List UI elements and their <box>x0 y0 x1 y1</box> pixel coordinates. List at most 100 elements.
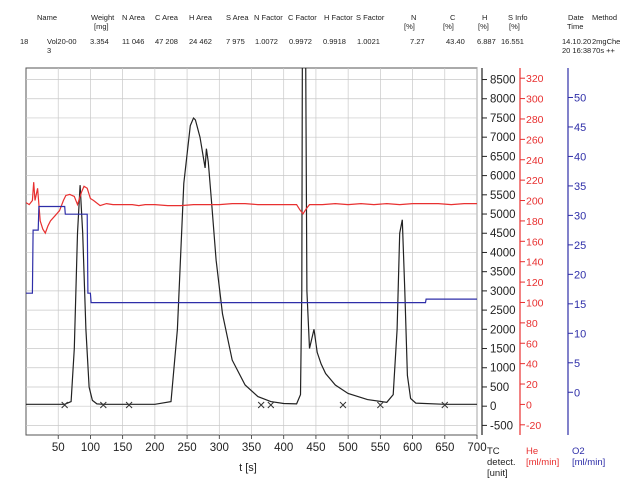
he-tick-label: 0 <box>526 399 532 411</box>
he-tick-label: -20 <box>526 420 541 432</box>
he-axis-title-line: [ml/min] <box>526 457 559 468</box>
o2-tick-label: 10 <box>574 328 586 340</box>
integration-marker <box>99 401 107 409</box>
table-header-cell-14: Date <box>568 13 584 22</box>
table-header-cell-3: C Area <box>155 13 178 22</box>
he-tick-label: 160 <box>526 236 544 248</box>
x-tick-label: 300 <box>210 442 229 454</box>
tcd-tick-label: 2000 <box>490 324 516 336</box>
grid <box>26 68 478 435</box>
x-tick-label: 500 <box>339 442 358 454</box>
tcd-tick-label: 6500 <box>490 151 516 163</box>
table-cell-1: Vol20-00 <box>47 37 77 46</box>
integration-marker <box>61 401 69 409</box>
o2-tick-label: 50 <box>574 92 586 104</box>
o2-tick-label: 20 <box>574 269 586 281</box>
table-cell-10: 1.0021 <box>357 37 380 46</box>
table-cell-7: 1.0072 <box>255 37 278 46</box>
x-tick-label: 550 <box>371 442 390 454</box>
integration-marker <box>125 401 133 409</box>
o2-tick-label: 35 <box>574 181 586 193</box>
he-tick-label: 100 <box>526 297 544 309</box>
table-header-cell-1: Weight <box>91 13 115 22</box>
tcd-tick-label: 2500 <box>490 305 516 317</box>
x-tick-label: 400 <box>274 442 293 454</box>
tcd-axis-title-line: [unit] <box>487 468 508 479</box>
tcd-tick-label: 3500 <box>490 267 516 279</box>
table-cell-13: 6.887 <box>477 37 496 46</box>
he-tick-label: 80 <box>526 318 538 330</box>
table-cell-wrap-2: 70s ++ <box>592 46 615 55</box>
axes-layer: 50 100 150 200 250 300 350 400 450 500 550 600 650 70… <box>52 68 605 479</box>
x-tick-label: 150 <box>113 442 132 454</box>
o2-tick-label: 0 <box>574 387 580 399</box>
table-cell-3: 11 046 <box>122 37 145 46</box>
tcd-axis-title-line: detect. <box>487 457 516 468</box>
tcd-tick-label: 4000 <box>490 247 516 259</box>
o2-tick-label: 40 <box>574 151 586 163</box>
tcd-tick-label: 8000 <box>490 94 516 106</box>
table-header-cell-4: H Area <box>189 13 212 22</box>
tcd-tick-label: 3000 <box>490 286 516 298</box>
x-tick-label: 200 <box>145 442 164 454</box>
series-layer <box>26 68 477 409</box>
table-header-cell-15: Method <box>592 13 618 22</box>
he-tick-label: 120 <box>526 277 544 289</box>
tcd-tick-label: 500 <box>490 382 509 394</box>
x-tick-label: 600 <box>403 442 422 454</box>
o2-tick-label: 45 <box>574 122 586 134</box>
he-tick-label: 180 <box>526 216 544 228</box>
table-unit-cell-1: [%] <box>404 22 415 31</box>
he-tick-label: 40 <box>526 359 538 371</box>
tcd-tick-label: 5000 <box>490 209 516 221</box>
x-tick-label: 450 <box>306 442 325 454</box>
he-tick-label: 320 <box>526 73 544 85</box>
table-cell-9: 0.9918 <box>323 37 346 46</box>
o2-tick-label: 25 <box>574 240 586 252</box>
table-cell-0: 18 <box>20 37 29 46</box>
x-tick-label: 700 <box>467 442 486 454</box>
table-header-cell-7: C Factor <box>288 13 317 22</box>
table-cell-12: 43.40 <box>446 37 465 46</box>
table-unit-cell-5: Time <box>567 22 584 31</box>
table-unit-cell-3: [%] <box>478 22 489 31</box>
he-tick-label: 280 <box>526 114 544 126</box>
tcd-tick-label: 1500 <box>490 344 516 356</box>
results-table: Name Weight N Area C Area H Area S Area N Fact… <box>0 0 622 56</box>
tcd-tick-label: 4500 <box>490 228 516 240</box>
x-tick-label: 100 <box>81 442 100 454</box>
integration-marker <box>267 401 275 409</box>
tcd-axis-title-line: TC <box>487 446 500 457</box>
o2-tick-label: 5 <box>574 358 580 370</box>
tcd-tick-label: 5500 <box>490 190 516 202</box>
table-cell-5: 24 462 <box>189 37 212 46</box>
o2-tick-label: 15 <box>574 299 586 311</box>
he-tick-label: 300 <box>526 94 544 106</box>
tcd-tick-label: 7500 <box>490 113 516 125</box>
he-tick-label: 20 <box>526 379 538 391</box>
table-unit-cell-4: [%] <box>509 22 520 31</box>
tcd-tick-label: 7000 <box>490 132 516 144</box>
table-header-cell-13: S Info <box>508 13 528 22</box>
table-header-cell-2: N Area <box>122 13 145 22</box>
x-tick-label: 50 <box>52 442 65 454</box>
tcd-tick-label: -500 <box>490 420 513 432</box>
table-cell-6: 7 975 <box>226 37 245 46</box>
he-axis-title: He [ml/min] <box>526 446 559 468</box>
x-tick-label: 650 <box>435 442 454 454</box>
table-header-cell-5: S Area <box>226 13 249 22</box>
table-cell-11: 7.27 <box>410 37 425 46</box>
he-axis-title-line: He <box>526 446 538 457</box>
tcd-signal-line <box>26 68 477 405</box>
table-header-cell-12: H <box>482 13 488 22</box>
o2-axis-title-line: [ml/min] <box>572 457 605 468</box>
o2-axis-title: O2 [ml/min] <box>572 446 605 468</box>
integration-marker <box>339 401 347 409</box>
o2-tick-label: 30 <box>574 210 586 222</box>
table-cell-15: 14.10.20 <box>562 37 592 46</box>
he-tick-label: 220 <box>526 175 544 187</box>
o2-flow-line <box>26 205 477 304</box>
tcd-tick-label: 1000 <box>490 363 516 375</box>
o2-axis-title-line: O2 <box>572 446 585 457</box>
